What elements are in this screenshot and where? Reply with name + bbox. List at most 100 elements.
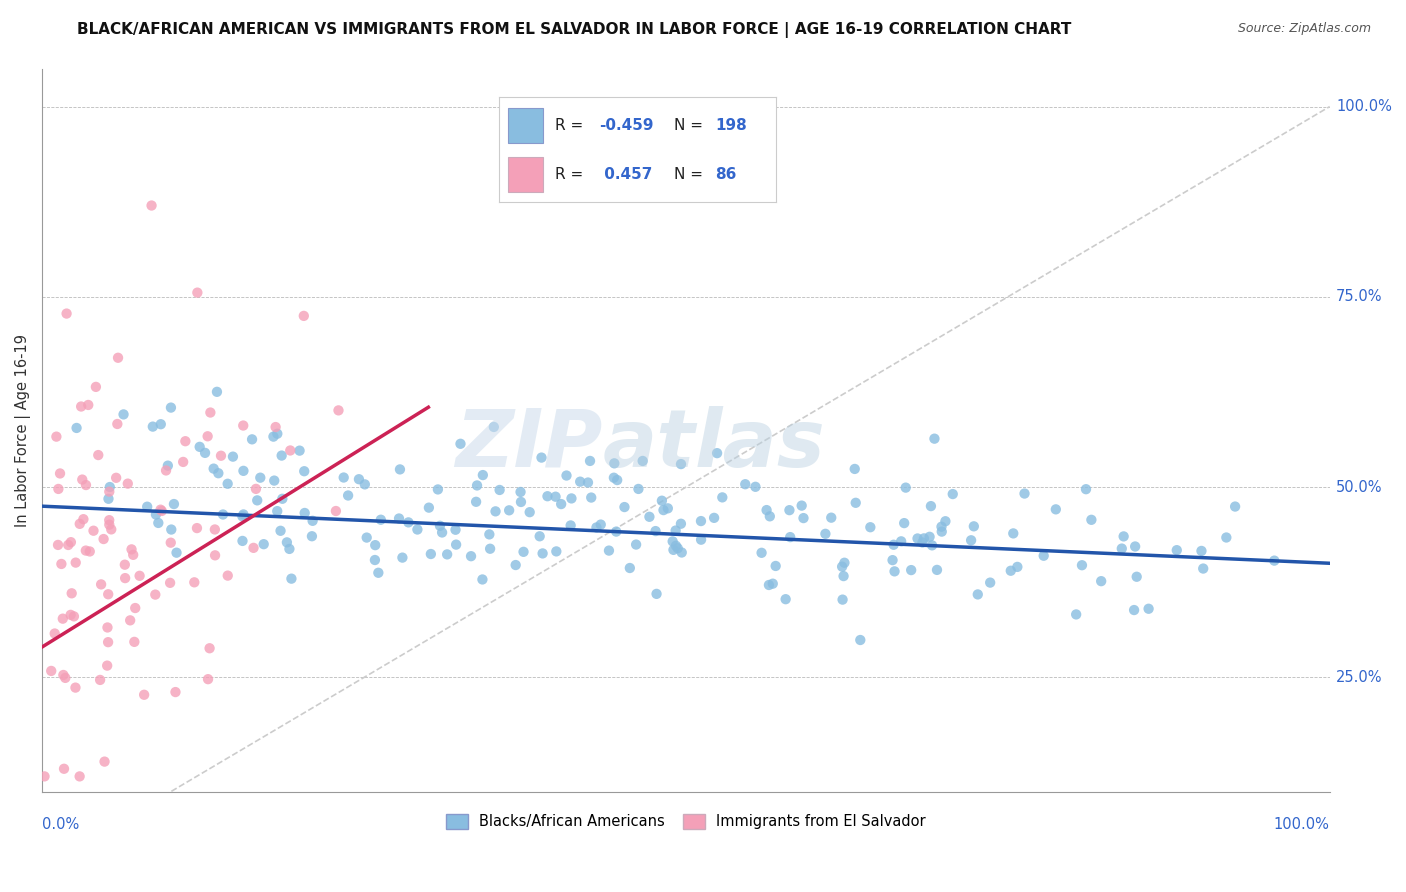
Point [207, 467, 229, 481]
Point [579, 454, 602, 468]
Point [55, 307, 77, 321]
Point [645, 587, 668, 601]
Point [918, 530, 941, 544]
Point [1111, 541, 1133, 556]
Point [75, 543, 97, 558]
Point [197, 672, 219, 686]
Point [271, 491, 294, 506]
Point [831, 559, 853, 574]
Point [706, 446, 728, 460]
Point [966, 587, 988, 601]
Point [1112, 529, 1135, 543]
Point [638, 509, 661, 524]
Point [406, 523, 429, 537]
Point [328, 403, 350, 417]
Point [531, 546, 554, 560]
Point [337, 488, 360, 502]
Point [778, 503, 800, 517]
Point [1000, 564, 1022, 578]
Point [603, 471, 626, 485]
Point [165, 685, 187, 699]
Point [775, 592, 797, 607]
Point [388, 511, 411, 525]
Point [1263, 554, 1285, 568]
Point [894, 481, 917, 495]
Point [249, 471, 271, 485]
Point [75, 478, 97, 492]
Point [849, 632, 872, 647]
Point [367, 566, 389, 580]
Point [429, 518, 451, 533]
Legend: Blacks/African Americans, Immigrants from El Salvador: Blacks/African Americans, Immigrants fro… [440, 808, 932, 835]
Point [45, 430, 67, 444]
Point [186, 521, 208, 535]
Point [34, 769, 56, 783]
Point [519, 505, 541, 519]
Point [544, 490, 567, 504]
Point [418, 500, 440, 515]
Point [758, 578, 780, 592]
Point [1192, 561, 1215, 575]
Point [49, 467, 72, 481]
Point [465, 495, 488, 509]
Point [294, 506, 316, 520]
Point [188, 440, 211, 454]
Point [430, 525, 453, 540]
Point [246, 493, 269, 508]
Point [883, 565, 905, 579]
Point [117, 476, 139, 491]
Point [200, 405, 222, 419]
Point [845, 496, 868, 510]
Point [419, 547, 441, 561]
Point [52, 612, 75, 626]
Point [711, 491, 734, 505]
Point [1090, 574, 1112, 589]
Point [662, 542, 685, 557]
Point [124, 601, 146, 615]
Point [105, 417, 128, 431]
Point [93, 532, 115, 546]
Point [301, 514, 323, 528]
Point [87, 448, 110, 462]
Point [278, 541, 301, 556]
Point [242, 541, 264, 555]
Point [931, 519, 953, 533]
Point [301, 529, 323, 543]
Point [924, 432, 946, 446]
Point [292, 464, 315, 478]
Point [471, 468, 494, 483]
Point [270, 449, 292, 463]
Point [204, 523, 226, 537]
Point [960, 533, 983, 548]
Y-axis label: In Labor Force | Age 16-19: In Labor Force | Age 16-19 [15, 334, 31, 526]
Point [97, 491, 120, 506]
Point [280, 572, 302, 586]
Point [834, 556, 856, 570]
Text: 25.0%: 25.0% [1336, 670, 1382, 685]
Point [1191, 544, 1213, 558]
Point [907, 532, 929, 546]
Point [820, 510, 842, 524]
Point [149, 417, 172, 432]
Point [202, 461, 225, 475]
Point [657, 501, 679, 516]
Point [460, 549, 482, 564]
Point [136, 500, 159, 514]
Point [100, 522, 122, 536]
Point [174, 434, 197, 449]
Point [651, 493, 673, 508]
Point [159, 535, 181, 549]
Text: 75.0%: 75.0% [1336, 289, 1382, 304]
Point [183, 575, 205, 590]
Point [77, 398, 100, 412]
Point [624, 537, 647, 551]
Point [98, 513, 121, 527]
Point [581, 491, 603, 505]
Text: atlas: atlas [602, 406, 825, 483]
Point [755, 503, 778, 517]
Point [194, 446, 217, 460]
Point [186, 285, 208, 300]
Point [262, 430, 284, 444]
Point [98, 480, 121, 494]
Point [98, 484, 121, 499]
